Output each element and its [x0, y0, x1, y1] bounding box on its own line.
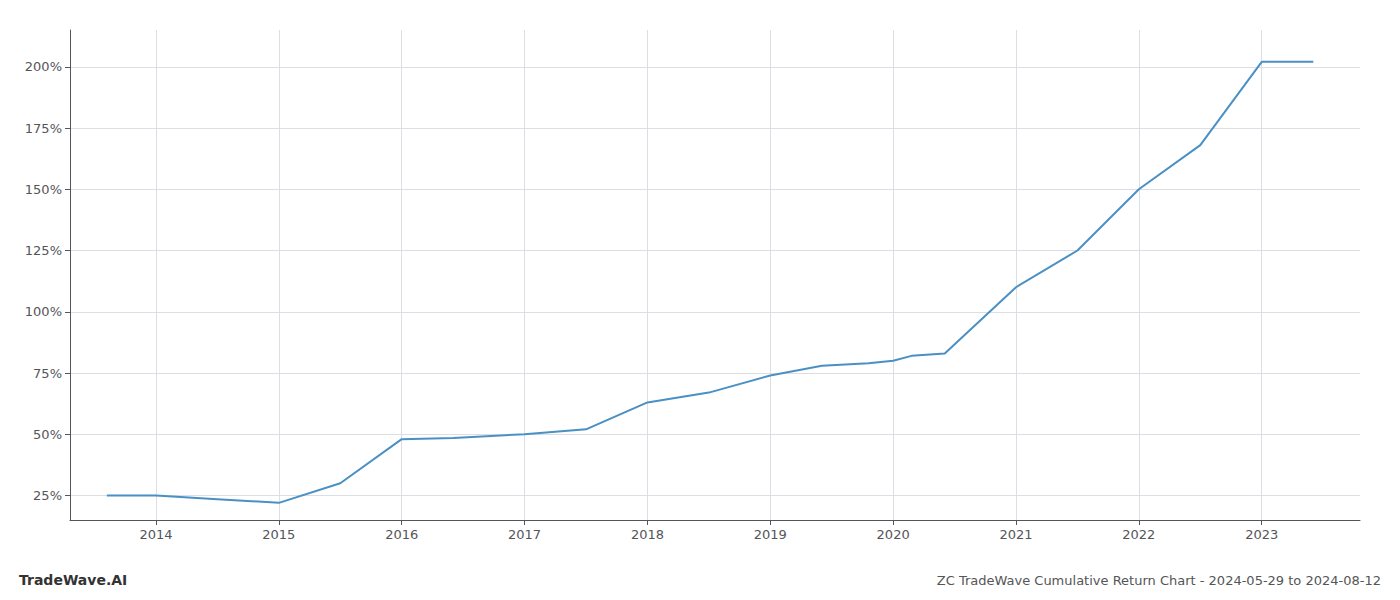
svg-text:2022: 2022	[1122, 527, 1155, 542]
svg-text:2015: 2015	[262, 527, 295, 542]
svg-text:200%: 200%	[25, 59, 62, 74]
svg-text:2016: 2016	[385, 527, 418, 542]
svg-text:2021: 2021	[999, 527, 1032, 542]
svg-text:2019: 2019	[754, 527, 787, 542]
svg-text:150%: 150%	[25, 182, 62, 197]
svg-text:ZC TradeWave Cumulative Return: ZC TradeWave Cumulative Return Chart - 2…	[937, 573, 1381, 588]
svg-text:2020: 2020	[877, 527, 910, 542]
svg-text:2018: 2018	[631, 527, 664, 542]
svg-text:100%: 100%	[25, 304, 62, 319]
svg-text:25%: 25%	[33, 488, 62, 503]
svg-text:2017: 2017	[508, 527, 541, 542]
svg-text:2023: 2023	[1245, 527, 1278, 542]
svg-text:50%: 50%	[33, 427, 62, 442]
svg-text:125%: 125%	[25, 243, 62, 258]
svg-text:75%: 75%	[33, 366, 62, 381]
svg-text:175%: 175%	[25, 121, 62, 136]
svg-text:TradeWave.AI: TradeWave.AI	[19, 572, 127, 588]
svg-text:2014: 2014	[139, 527, 172, 542]
